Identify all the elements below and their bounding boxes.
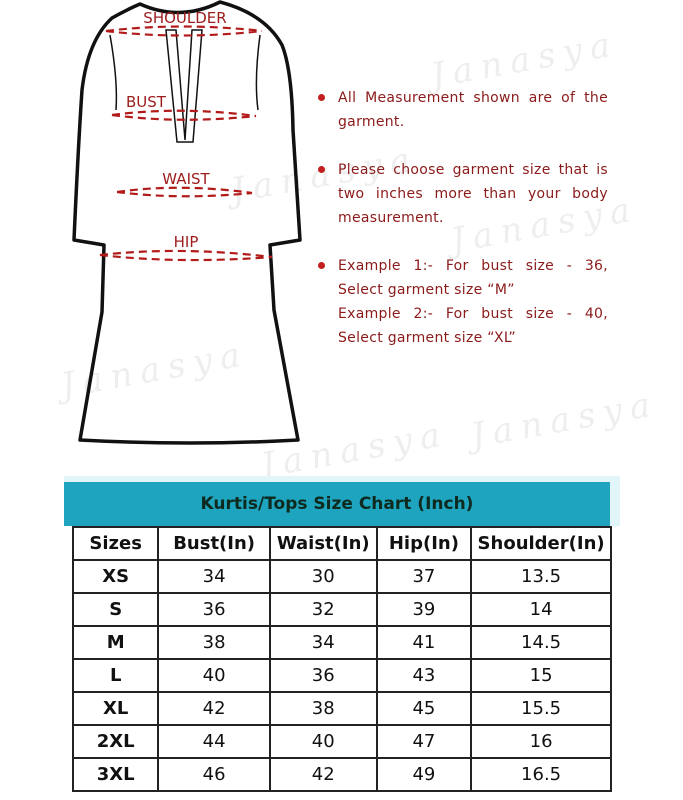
bust-cell: 46 xyxy=(157,757,271,792)
size-cell: XL xyxy=(71,691,160,726)
bullet-icon xyxy=(318,94,325,101)
hip-cell: 43 xyxy=(375,658,473,693)
kurti-outline xyxy=(72,0,302,445)
waist-cell: 38 xyxy=(268,691,378,726)
bullet-icon xyxy=(318,166,325,173)
kurti-illustration: SHOULDER BUST WAIST HIP xyxy=(72,0,302,445)
table-row: M 38 34 41 14.5 xyxy=(71,625,612,660)
table-row: XL 42 38 45 15.5 xyxy=(71,691,612,726)
note-text: Please choose garment size that is two i… xyxy=(338,162,608,226)
bust-line xyxy=(111,109,257,121)
size-cell: 2XL xyxy=(71,724,160,759)
bust-cell: 42 xyxy=(157,691,271,726)
shoulder-line xyxy=(105,25,263,37)
header-bust: Bust(In) xyxy=(157,526,271,561)
shoulder-cell: 15 xyxy=(470,658,612,693)
bullet-icon xyxy=(318,262,325,269)
waist-cell: 40 xyxy=(268,724,378,759)
note-text: All Measurement shown are of the garment… xyxy=(338,90,608,130)
shoulder-cell: 14.5 xyxy=(470,625,612,660)
size-cell: XS xyxy=(71,559,160,594)
size-chart-title: Kurtis/Tops Size Chart (Inch) xyxy=(64,482,610,526)
waist-line xyxy=(116,186,253,198)
waist-cell: 36 xyxy=(268,658,378,693)
waist-cell: 42 xyxy=(268,757,378,792)
table-row: S 36 32 39 14 xyxy=(71,592,612,627)
hip-cell: 41 xyxy=(375,625,473,660)
shoulder-cell: 16.5 xyxy=(470,757,612,792)
size-cell: S xyxy=(71,592,160,627)
hip-label: HIP xyxy=(174,233,199,251)
bust-cell: 36 xyxy=(157,592,271,627)
waist-cell: 30 xyxy=(268,559,378,594)
header-sizes: Sizes xyxy=(71,526,160,561)
bust-cell: 40 xyxy=(157,658,271,693)
hip-cell: 37 xyxy=(375,559,473,594)
waist-cell: 34 xyxy=(268,625,378,660)
shoulder-cell: 13.5 xyxy=(470,559,612,594)
shoulder-cell: 14 xyxy=(470,592,612,627)
table-row: XS 34 30 37 13.5 xyxy=(71,559,612,594)
note-text: Example 2:- For bust size - 40, Select g… xyxy=(338,306,608,346)
table-row: L 40 36 43 15 xyxy=(71,658,612,693)
table-header-row: Sizes Bust(In) Waist(In) Hip(In) Shoulde… xyxy=(71,526,612,561)
header-hip: Hip(In) xyxy=(375,526,473,561)
bust-label: BUST xyxy=(126,93,167,111)
table-row: 2XL 44 40 47 16 xyxy=(71,724,612,759)
waist-cell: 32 xyxy=(268,592,378,627)
hip-cell: 49 xyxy=(375,757,473,792)
bust-cell: 44 xyxy=(157,724,271,759)
hip-cell: 45 xyxy=(375,691,473,726)
hip-cell: 39 xyxy=(375,592,473,627)
table-row: 3XL 46 42 49 16.5 xyxy=(71,757,612,792)
note-item: Example 1:- For bust size - 36, Select g… xyxy=(318,254,608,350)
measurement-notes: All Measurement shown are of the garment… xyxy=(318,86,608,374)
placket xyxy=(165,29,203,143)
header-shoulder: Shoulder(In) xyxy=(470,526,612,561)
note-text: Example 1:- For bust size - 36, Select g… xyxy=(338,258,608,298)
shoulder-cell: 15.5 xyxy=(470,691,612,726)
hip-cell: 47 xyxy=(375,724,473,759)
shoulder-label: SHOULDER xyxy=(143,9,226,27)
shoulder-cell: 16 xyxy=(470,724,612,759)
size-cell: 3XL xyxy=(71,757,160,792)
watermark: Janasya xyxy=(467,383,662,457)
size-chart-table: Sizes Bust(In) Waist(In) Hip(In) Shoulde… xyxy=(71,526,612,792)
size-cell: M xyxy=(71,625,160,660)
waist-label: WAIST xyxy=(162,170,210,188)
hip-line xyxy=(99,249,273,262)
size-cell: L xyxy=(71,658,160,693)
header-waist: Waist(In) xyxy=(268,526,378,561)
note-item: All Measurement shown are of the garment… xyxy=(318,86,608,134)
note-item: Please choose garment size that is two i… xyxy=(318,158,608,230)
bust-cell: 38 xyxy=(157,625,271,660)
bust-cell: 34 xyxy=(157,559,271,594)
